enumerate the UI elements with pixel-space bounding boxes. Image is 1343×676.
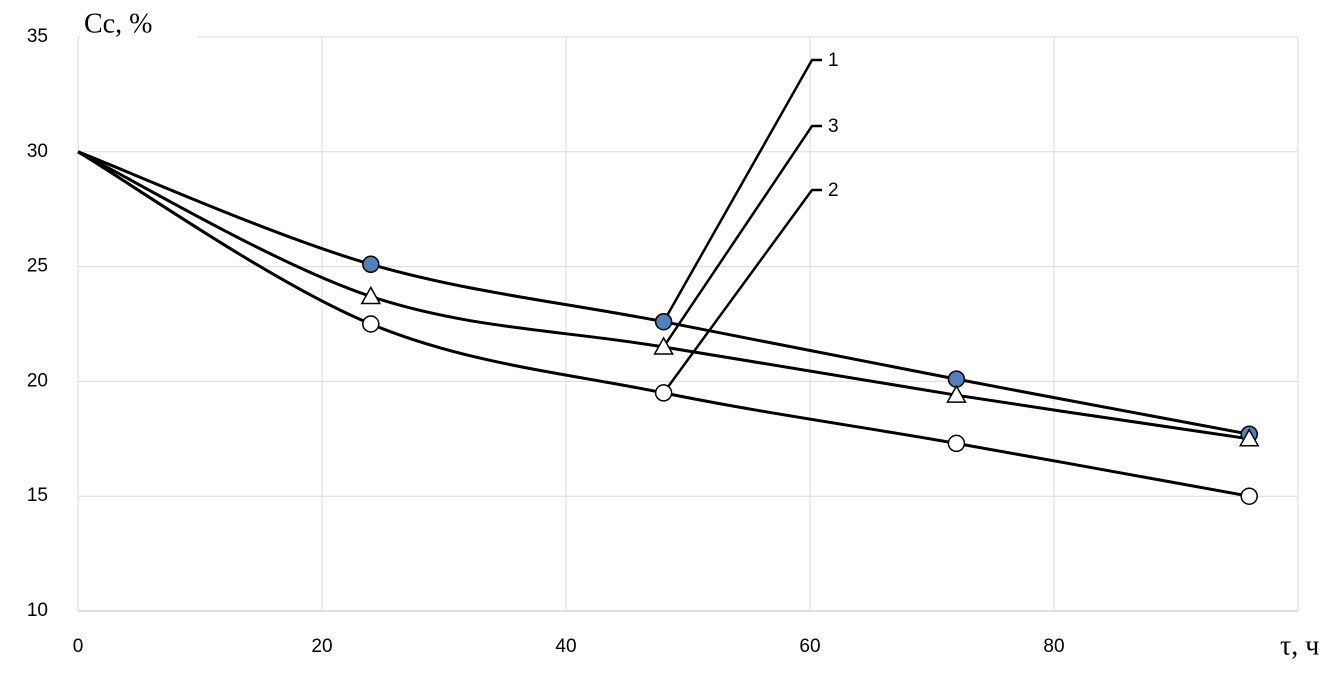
x-tick-label: 80: [1043, 636, 1064, 657]
x-tick-label: 40: [555, 636, 576, 657]
legend-label: 3: [828, 116, 839, 137]
marker: [654, 312, 673, 331]
grid: [77, 36, 1299, 612]
y-tick-label: 25: [27, 256, 48, 277]
y-axis-title: Cc, %: [84, 8, 152, 39]
x-axis-title: τ, ч: [1280, 630, 1319, 661]
leader-line: [662, 188, 822, 394]
legend-label: 1: [828, 50, 839, 71]
marker: [362, 315, 380, 333]
marker: [947, 434, 966, 453]
marker: [362, 255, 380, 274]
marker: [653, 336, 674, 355]
leader-line: [662, 124, 822, 348]
label-backdrop: [80, 4, 198, 44]
y-tick-label: 10: [27, 600, 48, 621]
leader-line: [662, 58, 822, 323]
marker: [654, 384, 673, 402]
x-tick-label: 0: [73, 636, 84, 657]
x-tick-label: 60: [799, 636, 820, 657]
marker: [1240, 487, 1258, 505]
marker: [946, 384, 967, 403]
legend-label: 2: [828, 180, 839, 201]
y-tick-label: 15: [27, 485, 48, 506]
y-tick-label: 35: [27, 26, 48, 47]
plot: 1 2 3: [77, 50, 1260, 505]
y-tick-label: 30: [27, 141, 48, 162]
x-tick-label: 20: [311, 636, 332, 657]
marker: [360, 285, 382, 305]
y-tick-label: 20: [27, 370, 48, 391]
marker: [1238, 428, 1260, 447]
